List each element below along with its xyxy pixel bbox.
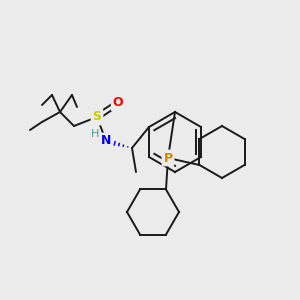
Text: S: S <box>92 110 101 124</box>
Text: P: P <box>164 152 172 164</box>
Text: H: H <box>91 129 99 139</box>
Text: O: O <box>113 97 123 110</box>
Text: N: N <box>101 134 111 148</box>
